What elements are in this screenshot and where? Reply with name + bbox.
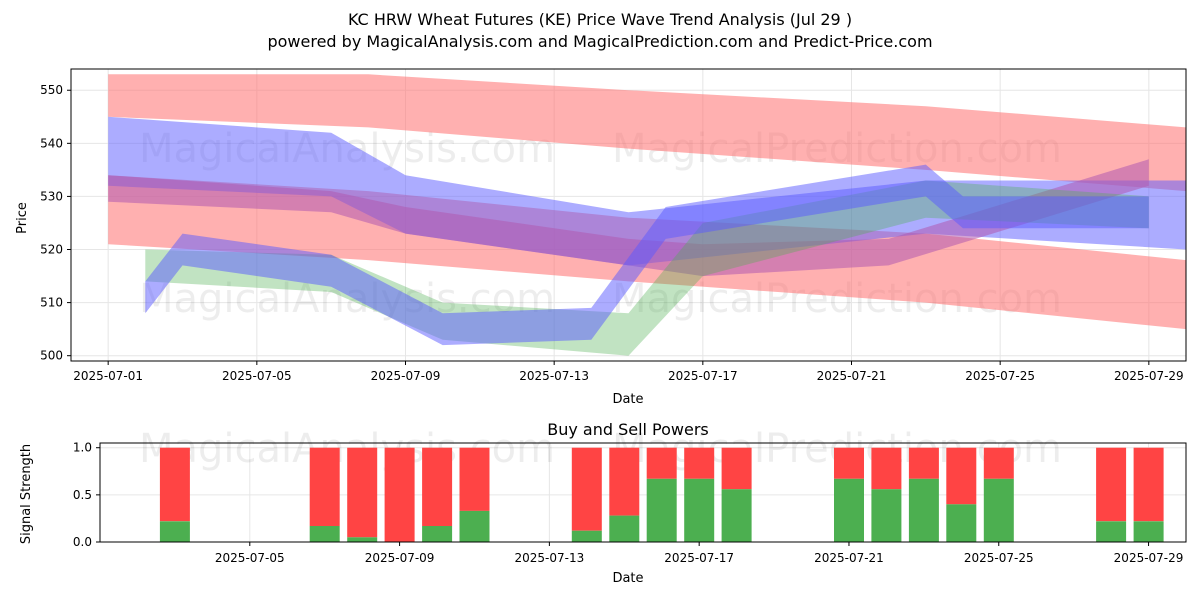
buy-power-bar: [871, 489, 902, 542]
x-tick-label: 2025-07-29: [1114, 551, 1184, 565]
trend-band-blue: [108, 116, 1187, 266]
y-tick-label: 0.5: [73, 488, 92, 502]
x-tick-label: 2025-07-17: [668, 369, 738, 383]
y-tick-label: 530: [40, 189, 63, 203]
price-y-label: Price: [15, 202, 30, 234]
sell-power-bar: [946, 447, 977, 505]
buy-power-bar: [459, 510, 490, 542]
buy-power-bar: [159, 521, 190, 542]
buy-power-bar: [834, 478, 864, 542]
price-x-label: Date: [612, 392, 643, 407]
x-tick-label: 2025-07-25: [964, 551, 1034, 565]
sell-power-bar: [1096, 447, 1127, 522]
x-tick-label: 2025-07-25: [965, 369, 1035, 383]
y-tick-label: 540: [40, 136, 63, 150]
buy-power-bar: [983, 478, 1014, 542]
price-bands: [108, 74, 1187, 356]
buy-power-bar: [1133, 521, 1164, 542]
x-tick-label: 2025-07-21: [817, 369, 887, 383]
buy-power-bar: [422, 526, 453, 542]
sell-power-bar: [908, 447, 939, 479]
price-plot-frame: [70, 68, 1187, 362]
sell-power-bar: [684, 447, 715, 479]
y-tick-label: 550: [40, 83, 63, 97]
price-axes: 2025-07-01 2025-07-05 2025-07-09 2025-07-13…: [40, 83, 1184, 383]
trend-band-red: [108, 74, 1187, 192]
buy-power-bar: [908, 478, 939, 542]
sell-power-bar: [834, 447, 864, 479]
x-tick-label: 2025-07-05: [215, 551, 285, 565]
sell-power-bar: [646, 447, 677, 479]
buy-power-bar: [684, 478, 715, 542]
buy-power-bar: [309, 526, 340, 542]
buy-power-bar: [609, 515, 640, 542]
signal-plot-frame: [99, 442, 1187, 543]
sell-power-bar: [983, 447, 1014, 479]
trend-band-blue: [145, 164, 1149, 346]
x-tick-label: 2025-07-13: [519, 369, 589, 383]
buy-power-bar: [1096, 521, 1127, 542]
sell-power-bar: [871, 447, 902, 490]
signal-bars: [159, 447, 1164, 542]
buy-power-bar: [347, 537, 378, 542]
watermark-left: MagicalAnalysis.com: [139, 426, 555, 472]
y-tick-label: 1.0: [73, 441, 92, 455]
bottom-chart-title: Buy and Sell Powers: [547, 420, 709, 439]
sell-power-bar: [347, 447, 378, 538]
x-tick-label: 2025-07-13: [515, 551, 585, 565]
buy-power-bar: [571, 530, 602, 542]
sell-power-bar: [422, 447, 453, 526]
sell-power-bar: [609, 447, 640, 516]
sell-power-bar: [721, 447, 752, 490]
sell-power-bar: [571, 447, 602, 531]
x-tick-label: 2025-07-09: [365, 551, 435, 565]
buy-power-bar: [721, 489, 752, 542]
y-tick-label: 500: [40, 349, 63, 363]
buy-power-bar: [946, 504, 977, 542]
x-tick-label: 2025-07-29: [1114, 369, 1184, 383]
x-tick-label: 2025-07-17: [664, 551, 734, 565]
sell-power-bar: [159, 447, 190, 522]
sell-power-bar: [309, 447, 340, 526]
signal-y-label: Signal Strength: [19, 444, 34, 544]
sell-power-bar: [459, 447, 490, 511]
sell-power-bar: [384, 447, 415, 542]
x-tick-label: 2025-07-01: [73, 369, 143, 383]
chart-subtitle: powered by MagicalAnalysis.com and Magic…: [267, 32, 933, 51]
y-tick-label: 520: [40, 243, 63, 257]
y-tick-label: 510: [40, 296, 63, 310]
x-tick-label: 2025-07-05: [222, 369, 292, 383]
signal-axes: 2025-07-05 2025-07-09 2025-07-13 2025-07-17…: [73, 441, 1184, 565]
sell-power-bar: [1133, 447, 1164, 522]
x-tick-label: 2025-07-21: [814, 551, 884, 565]
chart-title: KC HRW Wheat Futures (KE) Price Wave Tre…: [347, 10, 853, 29]
x-tick-label: 2025-07-09: [371, 369, 441, 383]
trend-band-purple: [108, 159, 1149, 277]
signal-x-label: Date: [612, 571, 643, 586]
buy-power-bar: [646, 478, 677, 542]
y-tick-label: 0.0: [73, 535, 92, 549]
